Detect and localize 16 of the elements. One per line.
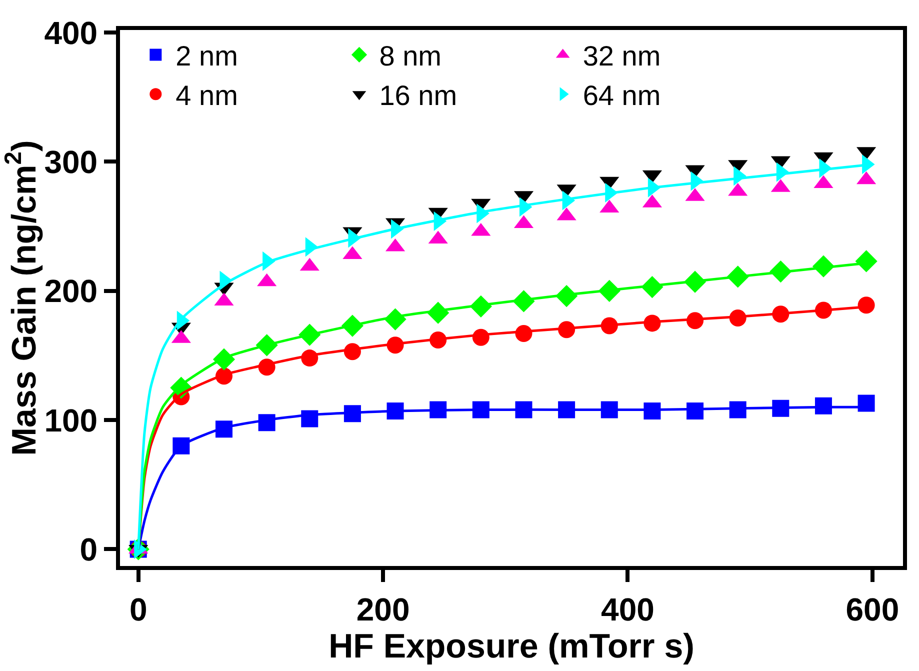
legend-label: 2 nm (176, 40, 238, 72)
y-tick-label: 300 (44, 144, 98, 180)
y-tick-label: 100 (44, 402, 98, 438)
x-tick-label: 0 (129, 591, 148, 628)
legend-label: 32 nm (582, 40, 661, 72)
y-tick-label: 200 (44, 273, 98, 310)
y-tick-label: 0 (80, 531, 98, 568)
x-tick-label: 400 (601, 591, 654, 628)
legend-label: 4 nm (176, 80, 238, 112)
y-tick-label: 400 (44, 14, 98, 51)
legend-label: 8 nm (379, 40, 442, 72)
x-tick-label: 200 (356, 591, 410, 628)
x-axis-title: HF Exposure (mTorr s) (328, 627, 694, 666)
legend-label: 16 nm (379, 80, 458, 112)
legend-label: 64 nm (582, 80, 661, 112)
x-tick-label: 600 (846, 591, 900, 628)
